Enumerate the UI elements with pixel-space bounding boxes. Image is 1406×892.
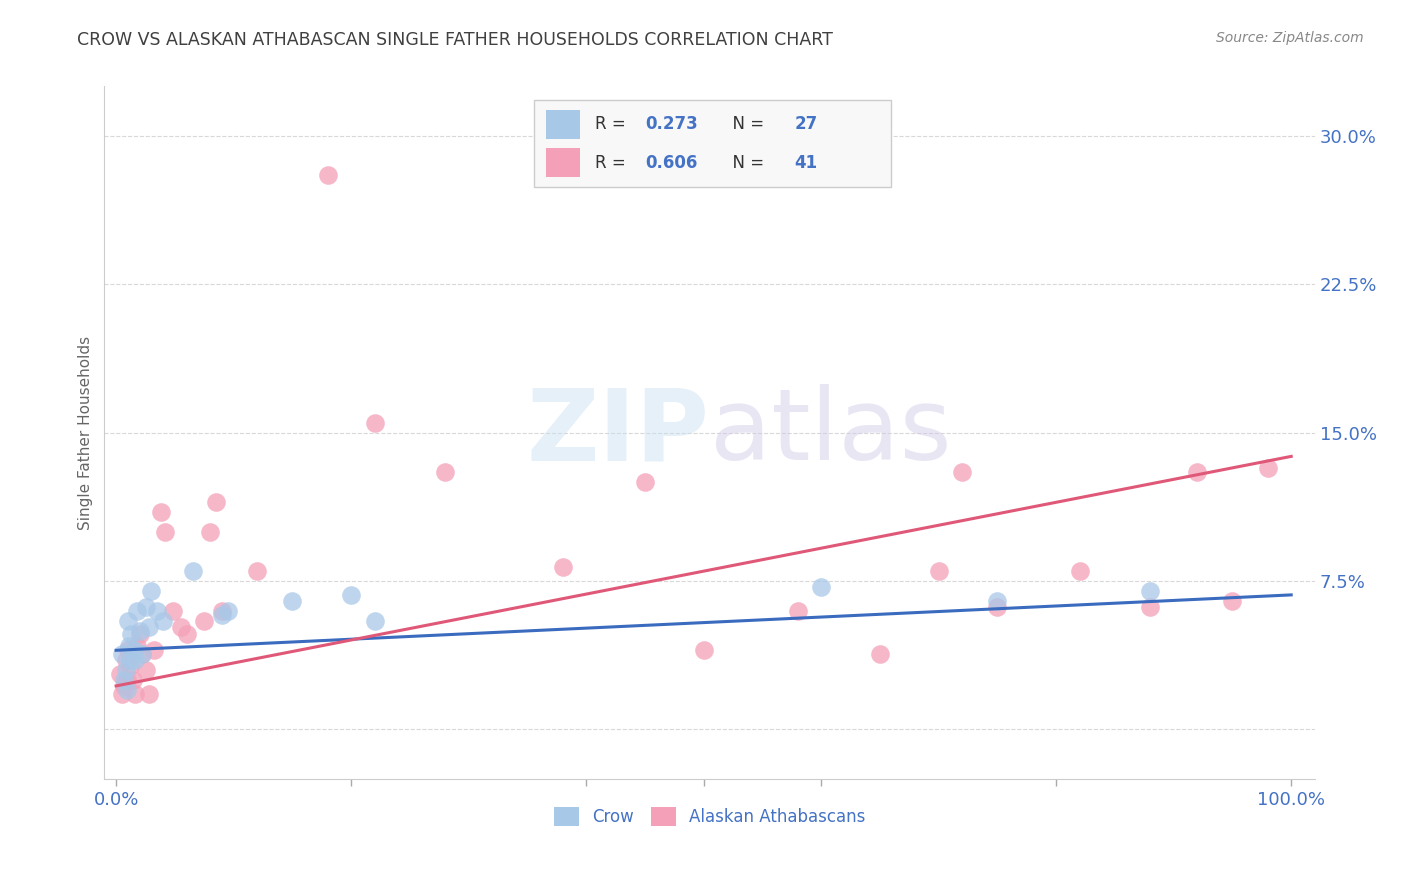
Point	[786, 604, 808, 618]
Point	[1139, 599, 1161, 614]
Text: 41: 41	[794, 153, 817, 171]
Point	[1257, 461, 1279, 475]
Text: N =: N =	[721, 153, 769, 171]
Point	[146, 604, 169, 618]
Point	[316, 169, 339, 183]
Text: 27: 27	[794, 115, 817, 134]
Point	[363, 416, 385, 430]
Text: 0.606: 0.606	[645, 153, 697, 171]
Point	[115, 673, 138, 687]
Point	[217, 604, 239, 618]
Text: ZIP: ZIP	[527, 384, 710, 481]
Point	[692, 643, 714, 657]
Point	[211, 604, 233, 618]
Point	[138, 687, 160, 701]
Point	[111, 687, 134, 701]
Point	[112, 679, 135, 693]
Text: 0.273: 0.273	[645, 115, 699, 134]
Point	[340, 588, 363, 602]
Point	[124, 687, 146, 701]
Point	[138, 619, 160, 633]
Point	[205, 495, 228, 509]
Point	[211, 607, 233, 622]
Point	[134, 599, 156, 614]
Point	[149, 505, 172, 519]
Point	[121, 673, 143, 687]
Point	[117, 643, 139, 657]
Point	[152, 614, 174, 628]
Point	[363, 614, 385, 628]
Point	[193, 614, 215, 628]
Point	[434, 465, 457, 479]
FancyBboxPatch shape	[546, 148, 581, 178]
Y-axis label: Single Father Households: Single Father Households	[79, 335, 93, 530]
Point	[170, 619, 193, 633]
Point	[114, 653, 136, 667]
Point	[127, 604, 149, 618]
Point	[634, 475, 657, 489]
Point	[117, 614, 139, 628]
Point	[122, 643, 145, 657]
Point	[134, 663, 156, 677]
Point	[118, 640, 141, 654]
Point	[1185, 465, 1208, 479]
Text: atlas: atlas	[710, 384, 952, 481]
Point	[127, 640, 149, 654]
Point	[1069, 564, 1091, 578]
Point	[141, 583, 163, 598]
Legend: Crow, Alaskan Athabascans: Crow, Alaskan Athabascans	[547, 800, 872, 833]
Point	[162, 604, 184, 618]
Point	[120, 627, 142, 641]
Text: R =: R =	[595, 153, 630, 171]
Text: Source: ZipAtlas.com: Source: ZipAtlas.com	[1216, 31, 1364, 45]
Point	[128, 624, 150, 638]
Point	[869, 647, 891, 661]
Text: N =: N =	[721, 115, 769, 134]
Text: R =: R =	[595, 115, 630, 134]
Point	[131, 647, 153, 661]
Point	[246, 564, 269, 578]
Point	[198, 524, 221, 539]
Point	[950, 465, 973, 479]
Point	[928, 564, 950, 578]
Point	[986, 599, 1008, 614]
Point	[1222, 594, 1244, 608]
FancyBboxPatch shape	[546, 110, 581, 139]
Point	[281, 594, 304, 608]
Point	[111, 647, 134, 661]
Point	[176, 627, 198, 641]
Point	[142, 643, 165, 657]
Point	[551, 560, 574, 574]
Point	[115, 682, 138, 697]
Point	[810, 580, 832, 594]
FancyBboxPatch shape	[534, 100, 891, 186]
Point	[181, 564, 204, 578]
Point	[1139, 583, 1161, 598]
Point	[114, 663, 136, 677]
Point	[128, 627, 150, 641]
Point	[112, 673, 135, 687]
Point	[131, 647, 153, 661]
Point	[986, 594, 1008, 608]
Point	[124, 653, 146, 667]
Point	[155, 524, 177, 539]
Point	[120, 653, 142, 667]
Text: CROW VS ALASKAN ATHABASCAN SINGLE FATHER HOUSEHOLDS CORRELATION CHART: CROW VS ALASKAN ATHABASCAN SINGLE FATHER…	[77, 31, 834, 49]
Point	[108, 667, 131, 681]
Point	[120, 659, 142, 673]
